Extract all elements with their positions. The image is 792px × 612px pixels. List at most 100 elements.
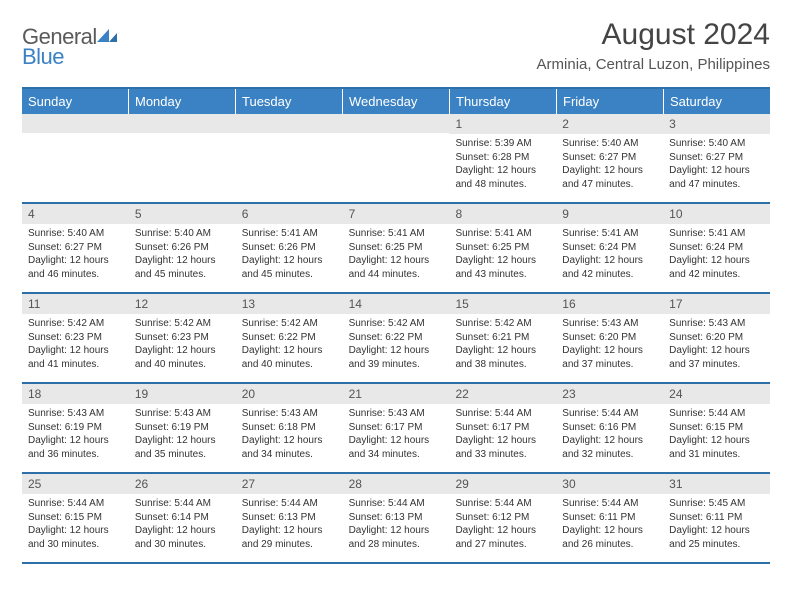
cell-body: Sunrise: 5:44 AMSunset: 6:12 PMDaylight:… bbox=[449, 494, 556, 555]
cell-line: Daylight: 12 hours and 46 minutes. bbox=[28, 254, 123, 281]
cell-line: Sunrise: 5:44 AM bbox=[455, 407, 550, 421]
cell-body bbox=[129, 133, 236, 140]
cell-line: Daylight: 12 hours and 34 minutes. bbox=[242, 434, 337, 461]
cell-line: Sunrise: 5:43 AM bbox=[242, 407, 337, 421]
cell-line: Sunrise: 5:44 AM bbox=[349, 497, 444, 511]
day-number: 8 bbox=[449, 204, 556, 224]
cell-line: Sunrise: 5:41 AM bbox=[349, 227, 444, 241]
cell-body: Sunrise: 5:40 AMSunset: 6:26 PMDaylight:… bbox=[129, 224, 236, 285]
day-header-tuesday: Tuesday bbox=[236, 89, 343, 114]
cell-body: Sunrise: 5:40 AMSunset: 6:27 PMDaylight:… bbox=[556, 134, 663, 195]
calendar-cell: 11Sunrise: 5:42 AMSunset: 6:23 PMDayligh… bbox=[22, 294, 129, 382]
cell-line: Sunset: 6:20 PM bbox=[562, 331, 657, 345]
cell-line: Daylight: 12 hours and 36 minutes. bbox=[28, 434, 123, 461]
cell-body: Sunrise: 5:41 AMSunset: 6:25 PMDaylight:… bbox=[343, 224, 450, 285]
cell-line: Sunrise: 5:41 AM bbox=[455, 227, 550, 241]
cell-line: Daylight: 12 hours and 34 minutes. bbox=[349, 434, 444, 461]
cell-line: Sunset: 6:11 PM bbox=[562, 511, 657, 525]
cell-line: Daylight: 12 hours and 25 minutes. bbox=[669, 524, 764, 551]
cell-line: Daylight: 12 hours and 47 minutes. bbox=[669, 164, 764, 191]
cell-body: Sunrise: 5:43 AMSunset: 6:18 PMDaylight:… bbox=[236, 404, 343, 465]
day-number: 7 bbox=[343, 204, 450, 224]
calendar-cell: 31Sunrise: 5:45 AMSunset: 6:11 PMDayligh… bbox=[663, 474, 770, 562]
cell-line: Sunrise: 5:44 AM bbox=[135, 497, 230, 511]
week-row: 25Sunrise: 5:44 AMSunset: 6:15 PMDayligh… bbox=[22, 474, 770, 564]
day-number: 28 bbox=[343, 474, 450, 494]
cell-line: Daylight: 12 hours and 31 minutes. bbox=[669, 434, 764, 461]
cell-line: Sunrise: 5:41 AM bbox=[562, 227, 657, 241]
logo-text: General Blue bbox=[22, 24, 119, 70]
calendar-cell: 15Sunrise: 5:42 AMSunset: 6:21 PMDayligh… bbox=[449, 294, 556, 382]
cell-line: Sunset: 6:25 PM bbox=[455, 241, 550, 255]
cell-line: Sunrise: 5:40 AM bbox=[135, 227, 230, 241]
calendar-cell: 30Sunrise: 5:44 AMSunset: 6:11 PMDayligh… bbox=[556, 474, 663, 562]
cell-line: Sunset: 6:19 PM bbox=[28, 421, 123, 435]
cell-line: Sunrise: 5:42 AM bbox=[135, 317, 230, 331]
calendar-cell: 16Sunrise: 5:43 AMSunset: 6:20 PMDayligh… bbox=[556, 294, 663, 382]
cell-line: Sunset: 6:27 PM bbox=[28, 241, 123, 255]
cell-line: Sunset: 6:17 PM bbox=[455, 421, 550, 435]
day-number: 5 bbox=[129, 204, 236, 224]
day-number: 18 bbox=[22, 384, 129, 404]
cell-body: Sunrise: 5:42 AMSunset: 6:23 PMDaylight:… bbox=[129, 314, 236, 375]
cell-line: Daylight: 12 hours and 40 minutes. bbox=[135, 344, 230, 371]
cell-body: Sunrise: 5:43 AMSunset: 6:19 PMDaylight:… bbox=[129, 404, 236, 465]
cell-line: Sunrise: 5:42 AM bbox=[349, 317, 444, 331]
cell-line: Sunset: 6:18 PM bbox=[242, 421, 337, 435]
cell-body: Sunrise: 5:41 AMSunset: 6:25 PMDaylight:… bbox=[449, 224, 556, 285]
cell-line: Sunset: 6:19 PM bbox=[135, 421, 230, 435]
calendar-cell: 14Sunrise: 5:42 AMSunset: 6:22 PMDayligh… bbox=[343, 294, 450, 382]
day-header-row: SundayMondayTuesdayWednesdayThursdayFrid… bbox=[22, 89, 770, 114]
cell-line: Sunset: 6:25 PM bbox=[349, 241, 444, 255]
cell-line: Sunrise: 5:43 AM bbox=[562, 317, 657, 331]
calendar-cell: 7Sunrise: 5:41 AMSunset: 6:25 PMDaylight… bbox=[343, 204, 450, 292]
cell-line: Sunset: 6:15 PM bbox=[669, 421, 764, 435]
cell-line: Daylight: 12 hours and 37 minutes. bbox=[562, 344, 657, 371]
cell-body: Sunrise: 5:42 AMSunset: 6:21 PMDaylight:… bbox=[449, 314, 556, 375]
day-number bbox=[236, 114, 343, 133]
cell-body bbox=[343, 133, 450, 140]
page: General Blue August 2024 Arminia, Centra… bbox=[0, 0, 792, 564]
day-number: 26 bbox=[129, 474, 236, 494]
cell-line: Sunset: 6:16 PM bbox=[562, 421, 657, 435]
day-header-monday: Monday bbox=[129, 89, 236, 114]
week-row: 1Sunrise: 5:39 AMSunset: 6:28 PMDaylight… bbox=[22, 114, 770, 204]
day-number: 10 bbox=[663, 204, 770, 224]
day-number: 25 bbox=[22, 474, 129, 494]
cell-line: Sunrise: 5:44 AM bbox=[669, 407, 764, 421]
cell-body: Sunrise: 5:43 AMSunset: 6:20 PMDaylight:… bbox=[556, 314, 663, 375]
calendar-cell: 1Sunrise: 5:39 AMSunset: 6:28 PMDaylight… bbox=[449, 114, 556, 202]
calendar: SundayMondayTuesdayWednesdayThursdayFrid… bbox=[22, 87, 770, 564]
cell-body bbox=[236, 133, 343, 140]
day-number: 11 bbox=[22, 294, 129, 314]
cell-body: Sunrise: 5:43 AMSunset: 6:17 PMDaylight:… bbox=[343, 404, 450, 465]
week-row: 18Sunrise: 5:43 AMSunset: 6:19 PMDayligh… bbox=[22, 384, 770, 474]
calendar-cell: 19Sunrise: 5:43 AMSunset: 6:19 PMDayligh… bbox=[129, 384, 236, 472]
cell-line: Daylight: 12 hours and 28 minutes. bbox=[349, 524, 444, 551]
cell-body: Sunrise: 5:44 AMSunset: 6:11 PMDaylight:… bbox=[556, 494, 663, 555]
cell-line: Sunrise: 5:41 AM bbox=[669, 227, 764, 241]
week-row: 4Sunrise: 5:40 AMSunset: 6:27 PMDaylight… bbox=[22, 204, 770, 294]
day-number: 1 bbox=[449, 114, 556, 134]
cell-body bbox=[22, 133, 129, 140]
cell-line: Daylight: 12 hours and 39 minutes. bbox=[349, 344, 444, 371]
cell-line: Sunrise: 5:44 AM bbox=[242, 497, 337, 511]
day-number: 27 bbox=[236, 474, 343, 494]
cell-line: Sunrise: 5:44 AM bbox=[562, 497, 657, 511]
cell-line: Sunrise: 5:43 AM bbox=[135, 407, 230, 421]
cell-line: Daylight: 12 hours and 43 minutes. bbox=[455, 254, 550, 281]
calendar-cell: 5Sunrise: 5:40 AMSunset: 6:26 PMDaylight… bbox=[129, 204, 236, 292]
cell-body: Sunrise: 5:44 AMSunset: 6:13 PMDaylight:… bbox=[343, 494, 450, 555]
cell-line: Sunset: 6:24 PM bbox=[562, 241, 657, 255]
header: General Blue August 2024 Arminia, Centra… bbox=[22, 18, 770, 73]
cell-line: Sunset: 6:13 PM bbox=[349, 511, 444, 525]
cell-body: Sunrise: 5:39 AMSunset: 6:28 PMDaylight:… bbox=[449, 134, 556, 195]
day-number: 19 bbox=[129, 384, 236, 404]
cell-line: Sunset: 6:14 PM bbox=[135, 511, 230, 525]
day-number: 17 bbox=[663, 294, 770, 314]
cell-line: Sunrise: 5:41 AM bbox=[242, 227, 337, 241]
calendar-cell bbox=[129, 114, 236, 202]
month-title: August 2024 bbox=[537, 18, 770, 52]
cell-line: Daylight: 12 hours and 44 minutes. bbox=[349, 254, 444, 281]
calendar-cell bbox=[236, 114, 343, 202]
